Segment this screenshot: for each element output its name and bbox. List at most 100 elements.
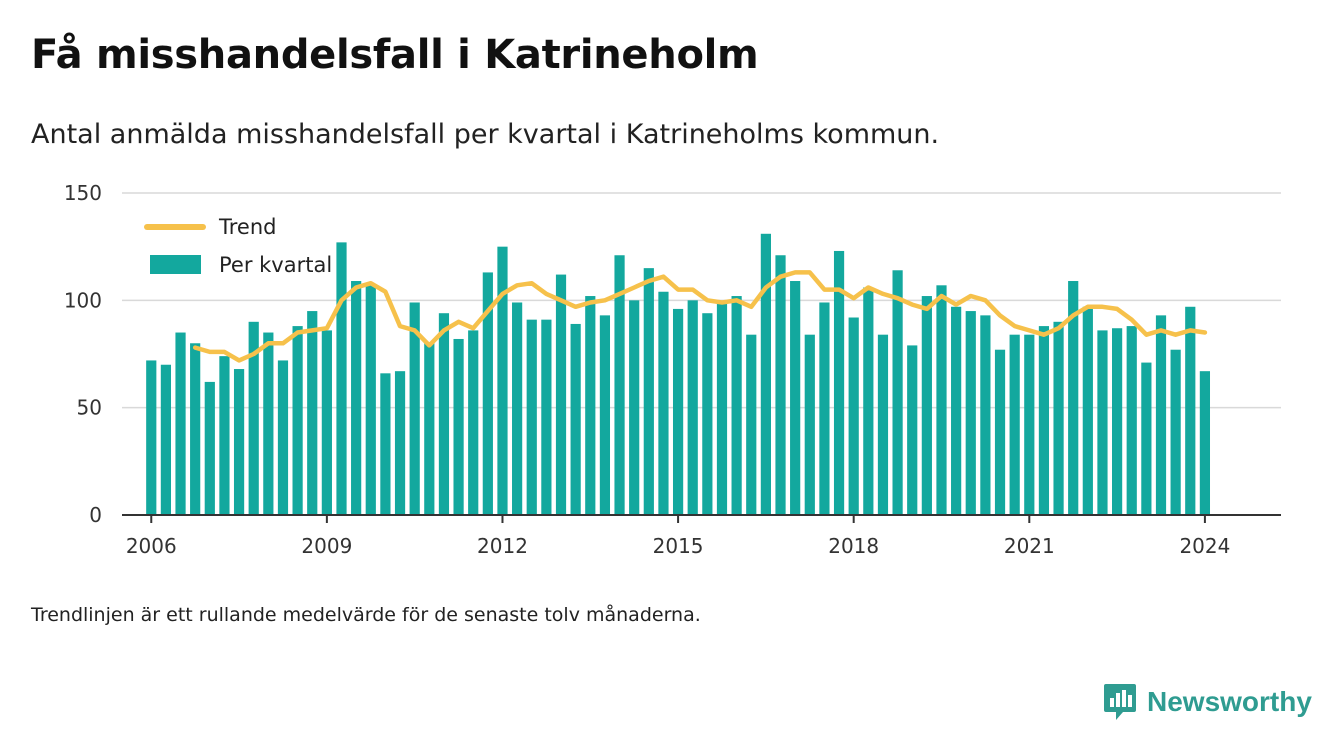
- bar: [190, 343, 201, 515]
- newsworthy-logo-icon: [1104, 684, 1136, 720]
- bar: [921, 296, 932, 515]
- bar: [1009, 334, 1020, 515]
- bar: [277, 360, 289, 515]
- bar: [775, 255, 786, 515]
- x-axis: [122, 514, 1281, 523]
- bar: [819, 302, 830, 515]
- bar: [790, 281, 801, 515]
- bar: [614, 255, 625, 515]
- x-tick-label: 2018: [828, 534, 879, 558]
- bar: [468, 330, 479, 515]
- bar: [1185, 306, 1196, 515]
- bar: [965, 311, 976, 515]
- bar: [307, 311, 318, 515]
- bar: [731, 296, 742, 515]
- y-tick-label: 150: [64, 181, 102, 205]
- legend-per-kvartal-swatch: [150, 255, 201, 274]
- bar: [526, 319, 537, 515]
- brand-logo: Newsworthy: [1103, 682, 1312, 722]
- bar: [1038, 326, 1050, 515]
- trend-line-layer: [192, 270, 1208, 363]
- x-tick-label: 2012: [477, 534, 528, 558]
- bar: [585, 296, 596, 515]
- bar: [453, 338, 464, 515]
- bar: [1024, 334, 1035, 515]
- legend-trend-label: Trend: [218, 215, 276, 239]
- bar: [658, 291, 669, 515]
- bar: [1097, 330, 1108, 515]
- brand-name: Newsworthy: [1147, 686, 1312, 717]
- bar: [1053, 321, 1064, 515]
- bar: [512, 302, 523, 515]
- bar: [351, 281, 362, 515]
- bar: [160, 364, 172, 515]
- x-tick-label: 2015: [653, 534, 704, 558]
- chart-subtitle: Antal anmälda misshandelsfall per kvarta…: [31, 119, 940, 150]
- bar: [804, 334, 815, 515]
- bar: [248, 321, 259, 515]
- bar: [716, 302, 728, 515]
- bar: [599, 315, 611, 515]
- x-tick-labels: 2006 2009 2012 2015 2018 2021 2024: [126, 534, 1231, 558]
- bar: [1112, 328, 1123, 515]
- bar: [409, 302, 420, 515]
- bar: [1126, 326, 1137, 515]
- bar: [760, 233, 771, 515]
- x-tick-label: 2024: [1179, 534, 1230, 558]
- bar: [541, 319, 552, 515]
- bar: [321, 330, 332, 515]
- bar: [672, 308, 684, 515]
- bar: [263, 332, 274, 515]
- bar: [1199, 371, 1211, 515]
- y-tick-label: 0: [89, 503, 102, 527]
- bar: [1141, 362, 1152, 515]
- bar: [482, 272, 493, 515]
- bar: [877, 334, 889, 515]
- bar: [1155, 315, 1167, 515]
- page-title: Få misshandelsfall i Katrineholm: [31, 32, 759, 78]
- trend-line: [192, 270, 1208, 363]
- bar: [980, 315, 991, 515]
- bar: [994, 349, 1006, 515]
- bar: [746, 334, 757, 515]
- bar: [951, 306, 962, 515]
- bar: [380, 373, 391, 515]
- legend: Trend Per kvartal: [144, 215, 332, 277]
- y-tick-labels: 0 50 100 150: [64, 181, 102, 527]
- bar: [365, 285, 376, 515]
- bar: [219, 356, 230, 515]
- bar: [1068, 281, 1079, 515]
- bar: [175, 332, 186, 515]
- bar: [394, 371, 406, 515]
- bar: [1170, 349, 1181, 515]
- bar: [848, 317, 859, 515]
- bar: [438, 313, 450, 515]
- bar: [570, 323, 581, 515]
- bar: [1082, 306, 1093, 515]
- x-tick-label: 2009: [301, 534, 352, 558]
- bar: [629, 300, 640, 515]
- bar: [424, 343, 435, 515]
- bar: [497, 246, 508, 515]
- bar: [907, 345, 918, 515]
- bar: [204, 381, 215, 515]
- x-tick-label: 2021: [1004, 534, 1055, 558]
- bar: [936, 285, 947, 515]
- bar: [336, 242, 347, 515]
- bar: [233, 369, 245, 515]
- bar: [292, 326, 303, 515]
- bar: [833, 250, 845, 515]
- bar: [687, 300, 698, 515]
- bar: [555, 274, 567, 515]
- y-tick-label: 100: [64, 288, 102, 312]
- bar: [643, 268, 654, 515]
- bar: [702, 313, 713, 515]
- footnote: Trendlinjen är ett rullande medelvärde f…: [31, 604, 701, 626]
- bars: [146, 233, 1211, 515]
- bar: [863, 287, 874, 515]
- bar-chart: 0 50 100 150 2006 2009 2012 2015 2018 2021 2024 T…: [64, 181, 1281, 558]
- x-tick-label: 2006: [126, 534, 177, 558]
- legend-per-kvartal-label: Per kvartal: [219, 253, 332, 277]
- y-tick-label: 50: [77, 396, 102, 420]
- bar: [892, 270, 903, 515]
